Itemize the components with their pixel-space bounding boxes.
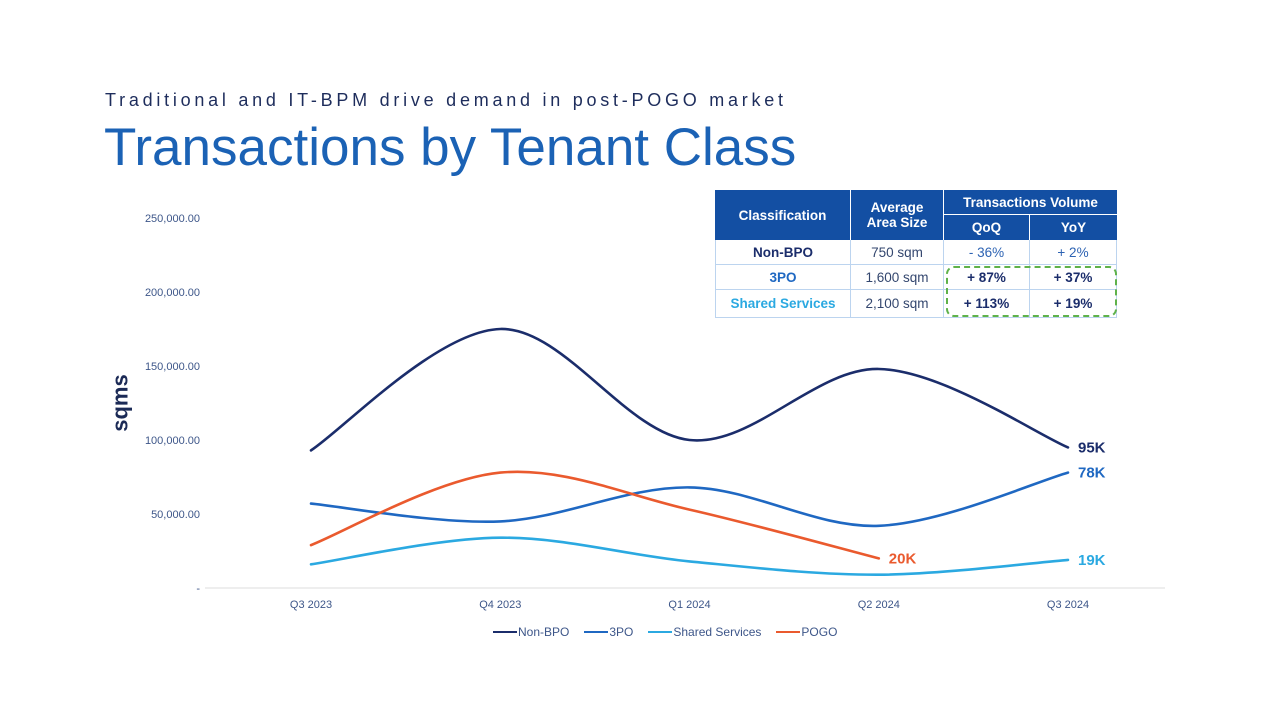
cell-qoq: + 113% xyxy=(944,290,1030,318)
data-point-shared-services xyxy=(687,558,693,564)
data-label-pogo: 20K xyxy=(889,550,917,567)
chart-legend: Non-BPO 3PO Shared Services POGO xyxy=(493,624,837,640)
x-tick-label: Q2 2024 xyxy=(858,599,900,611)
slide-subtitle: Traditional and IT-BPM drive demand in p… xyxy=(105,90,787,110)
cell-average-area: 2,100 sqm xyxy=(851,290,944,318)
x-tick-label: Q4 2023 xyxy=(479,599,521,611)
y-tick-label: 250,000.00 xyxy=(145,213,200,225)
header-yoy: YoY xyxy=(1030,215,1117,240)
series-line-3po xyxy=(309,471,1070,528)
cell-average-area: 750 sqm xyxy=(851,240,944,265)
data-point-non-bpo xyxy=(687,437,693,443)
data-point-shared-services xyxy=(1065,557,1071,563)
x-tick-label: Q3 2023 xyxy=(290,599,332,611)
x-tick-label: Q3 2024 xyxy=(1047,599,1089,611)
legend-swatch-3po xyxy=(584,630,609,634)
data-point-pogo xyxy=(308,542,314,548)
cell-qoq: + 87% xyxy=(944,265,1030,290)
legend-item-non-bpo: Non-BPO xyxy=(493,625,569,639)
y-tick-label: 100,000.00 xyxy=(145,435,200,447)
series-line-shared-services xyxy=(309,536,1070,577)
series-lines xyxy=(309,327,1070,577)
legend-item-3po: 3PO xyxy=(584,625,633,639)
legend-label-shared-services: Shared Services xyxy=(673,625,762,639)
header-average-area-size: Average Area Size xyxy=(851,190,944,240)
data-points xyxy=(308,326,1071,578)
y-tick-label: 50,000.00 xyxy=(151,509,200,521)
y-tick-label: - xyxy=(196,583,200,595)
y-tick-label: 200,000.00 xyxy=(145,287,200,299)
legend-swatch-pogo xyxy=(776,630,801,634)
data-point-non-bpo xyxy=(497,326,503,332)
cell-classification: Non-BPO xyxy=(715,240,851,265)
x-axis-ticks: Q3 2023 Q4 2023 Q1 2024 Q2 2024 Q3 2024 xyxy=(290,599,1089,611)
data-point-non-bpo xyxy=(308,447,314,453)
cell-yoy: + 19% xyxy=(1030,290,1117,318)
x-tick-label: Q1 2024 xyxy=(668,599,710,611)
data-labels: 95K 78K 19K 20K xyxy=(889,439,1106,569)
data-point-3po xyxy=(876,523,882,529)
legend-swatch-shared-services xyxy=(648,630,673,634)
header-transactions-volume: Transactions Volume xyxy=(944,190,1117,215)
header-classification: Classification xyxy=(715,190,851,240)
data-label-shared-services: 19K xyxy=(1078,552,1106,569)
cell-classification: 3PO xyxy=(715,265,851,290)
header-qoq: QoQ xyxy=(944,215,1030,240)
data-point-pogo xyxy=(687,507,693,513)
cell-yoy: + 37% xyxy=(1030,265,1117,290)
legend-label-non-bpo: Non-BPO xyxy=(518,625,570,639)
cell-classification: Shared Services xyxy=(715,290,851,318)
legend-label-pogo: POGO xyxy=(801,625,838,639)
data-point-pogo xyxy=(876,555,882,561)
legend-item-pogo: POGO xyxy=(776,625,837,639)
legend-item-shared-services: Shared Services xyxy=(648,625,761,639)
slide-title: Transactions by Tenant Class xyxy=(104,118,797,177)
data-point-3po xyxy=(687,484,693,490)
y-axis-ticks: - 50,000.00 100,000.00 150,000.00 200,000.00… xyxy=(145,213,200,595)
data-point-3po xyxy=(308,501,314,507)
series-line-pogo xyxy=(309,470,881,560)
legend-swatch-non-bpo xyxy=(493,630,517,634)
data-point-non-bpo xyxy=(1065,444,1071,450)
data-point-shared-services xyxy=(876,572,882,578)
data-point-3po xyxy=(1065,470,1071,476)
data-label-3po: 78K xyxy=(1078,465,1106,482)
legend-label-3po: 3PO xyxy=(609,625,634,639)
data-point-pogo xyxy=(497,470,503,476)
cell-yoy: + 2% xyxy=(1030,240,1117,265)
series-line-non-bpo xyxy=(309,327,1070,452)
data-point-shared-services xyxy=(308,561,314,567)
data-point-shared-services xyxy=(497,535,503,541)
y-tick-label: 150,000.00 xyxy=(145,361,200,373)
data-point-non-bpo xyxy=(876,366,882,372)
data-label-non-bpo: 95K xyxy=(1078,439,1106,456)
data-point-3po xyxy=(497,518,503,524)
y-axis-title: sqms xyxy=(108,374,133,431)
tenant-class-table: Classification Average Area Size Transac… xyxy=(715,190,1117,318)
cell-qoq: - 36% xyxy=(944,240,1030,265)
cell-average-area: 1,600 sqm xyxy=(851,265,944,290)
